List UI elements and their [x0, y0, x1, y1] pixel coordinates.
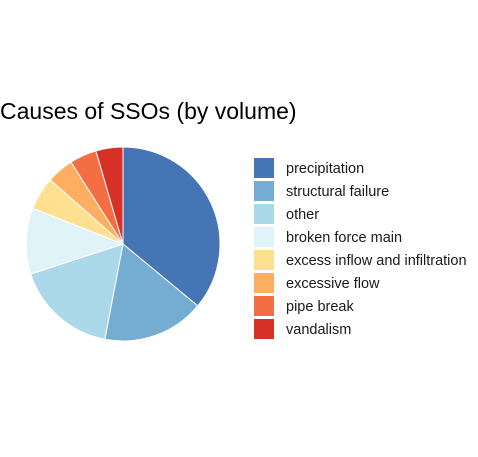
legend-swatch: [254, 319, 274, 339]
legend-swatch: [254, 296, 274, 316]
legend-swatch: [254, 158, 274, 178]
legend-label: broken force main: [286, 230, 402, 246]
legend-swatch: [254, 250, 274, 270]
pie-slices: [26, 147, 220, 341]
legend-item-other: other: [254, 204, 319, 224]
legend-item-structural-failure: structural failure: [254, 181, 389, 201]
legend-label: precipitation: [286, 161, 364, 177]
legend-swatch: [254, 181, 274, 201]
legend-label: excessive flow: [286, 276, 380, 292]
legend-label: excess inflow and infiltration: [286, 253, 467, 269]
legend-label: structural failure: [286, 184, 389, 200]
legend-label: pipe break: [286, 299, 354, 315]
legend-label: vandalism: [286, 322, 351, 338]
legend-swatch: [254, 204, 274, 224]
legend-item-excess-inflow-and-infiltration: excess inflow and infiltration: [254, 250, 467, 270]
legend-swatch: [254, 227, 274, 247]
legend-item-vandalism: vandalism: [254, 319, 351, 339]
legend-item-broken-force-main: broken force main: [254, 227, 402, 247]
chart-title: Causes of SSOs (by volume): [0, 98, 297, 124]
legend-item-excessive-flow: excessive flow: [254, 273, 380, 293]
legend-item-precipitation: precipitation: [254, 158, 364, 178]
legend-item-pipe-break: pipe break: [254, 296, 354, 316]
legend-swatch: [254, 273, 274, 293]
legend-label: other: [286, 207, 319, 223]
legend: precipitation structural failure other brok…: [254, 158, 467, 339]
